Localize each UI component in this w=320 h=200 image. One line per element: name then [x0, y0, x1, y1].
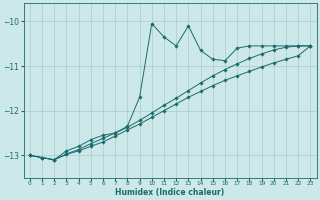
X-axis label: Humidex (Indice chaleur): Humidex (Indice chaleur) [116, 188, 225, 197]
